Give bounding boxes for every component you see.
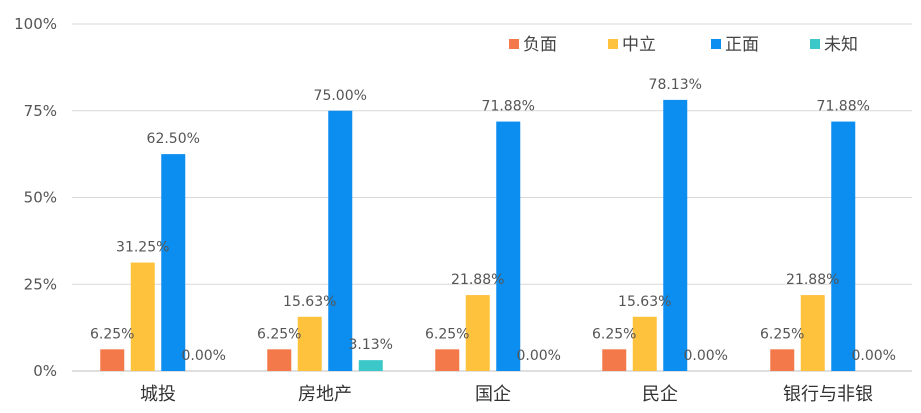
data-label: 0.00% <box>852 348 896 364</box>
category-label: 国企 <box>475 384 511 405</box>
bar <box>161 154 186 371</box>
category-label: 城投 <box>140 384 176 405</box>
data-label: 6.25% <box>90 326 134 342</box>
bar <box>328 110 353 371</box>
category-labels-layer: 城投 房地产 国企 民企 银行与非银 <box>140 384 873 405</box>
y-tick-label: 25% <box>24 275 57 293</box>
category-label: 房地产 <box>298 384 352 405</box>
y-tick-label: 75% <box>24 102 57 120</box>
data-label: 75.00% <box>314 88 367 104</box>
bar <box>130 262 155 371</box>
legend-label: 未知 <box>824 35 858 55</box>
data-label: 15.63% <box>618 294 671 310</box>
data-label: 6.25% <box>425 326 469 342</box>
bar <box>632 316 657 371</box>
data-label: 71.88% <box>817 99 870 115</box>
legend-swatch <box>509 39 519 49</box>
bar <box>496 121 521 371</box>
data-label: 21.88% <box>786 272 839 288</box>
data-label: 0.00% <box>684 348 728 364</box>
bar <box>831 121 856 371</box>
data-label: 0.00% <box>182 348 226 364</box>
category-label: 银行与非银 <box>783 384 873 405</box>
data-label: 78.13% <box>649 77 702 93</box>
data-label: 71.88% <box>482 99 535 115</box>
bar <box>602 349 627 371</box>
bar <box>800 295 825 371</box>
data-label: 0.00% <box>517 348 561 364</box>
bar <box>297 316 322 371</box>
data-label: 3.13% <box>349 337 393 353</box>
data-label: 6.25% <box>257 326 301 342</box>
legend-swatch <box>608 39 618 49</box>
data-label: 31.25% <box>116 240 169 256</box>
legend-swatch <box>711 39 721 49</box>
legend-swatch <box>810 39 820 49</box>
legend: 负面 中立 正面 未知 <box>509 35 858 55</box>
y-axis-ticks: 0% 25% 50% 75% 100% <box>14 15 57 380</box>
bar <box>435 349 460 371</box>
legend-label: 正面 <box>725 35 759 55</box>
data-labels-layer: 6.25% 6.25% 6.25% 6.25% 6.25% 31.25% 15.63% 21.… <box>90 77 896 364</box>
bar <box>358 360 383 371</box>
bar <box>663 99 688 371</box>
data-label: 6.25% <box>760 326 804 342</box>
legend-label: 中立 <box>622 35 656 55</box>
data-label: 6.25% <box>592 326 636 342</box>
y-tick-label: 100% <box>14 15 57 33</box>
data-label: 62.50% <box>147 131 200 147</box>
bar <box>770 349 795 371</box>
y-tick-label: 0% <box>33 362 57 380</box>
data-label: 15.63% <box>283 294 336 310</box>
category-label: 民企 <box>642 384 678 405</box>
grid-layer <box>72 23 912 372</box>
data-label: 21.88% <box>451 272 504 288</box>
y-tick-label: 50% <box>24 189 57 207</box>
bar <box>465 295 490 371</box>
legend-label: 负面 <box>523 35 557 55</box>
bar <box>267 349 292 371</box>
bar <box>100 349 125 371</box>
bars-layer <box>100 99 856 371</box>
